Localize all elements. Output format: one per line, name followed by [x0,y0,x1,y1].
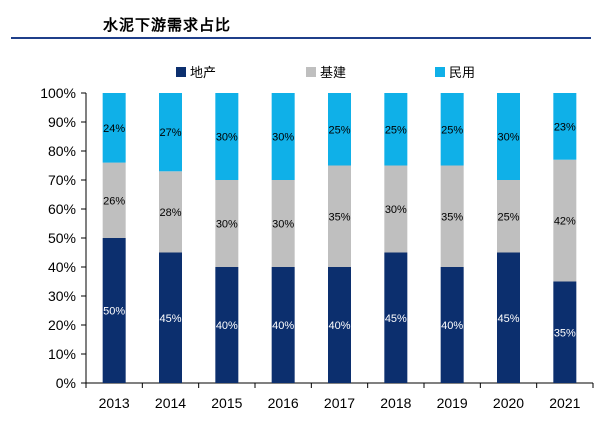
data-label: 30% [497,132,519,144]
bar-segment [497,180,520,253]
y-tick-label: 10% [48,346,76,362]
bar-segment [384,93,408,166]
bar-segment [497,93,520,180]
bar-segment [102,162,126,238]
legend-label-infrastructure: 基建 [320,66,347,81]
legend-item-infrastructure: 基建 [306,62,346,81]
data-label: 50% [103,306,125,318]
data-label: 27% [159,127,181,139]
x-tick-label: 2013 [99,395,130,411]
legend-swatch-civil [435,66,445,77]
data-label: 30% [272,219,294,231]
bar-segment [440,267,464,383]
title-divider [11,37,591,39]
data-label: 45% [497,313,519,325]
legend-item-property: 地产 [176,62,216,81]
data-label: 40% [272,320,294,332]
y-tick-label: 40% [48,259,76,275]
data-label: 24% [103,123,125,135]
bar-segment [215,93,239,180]
x-tick-label: 2019 [437,395,468,411]
data-label: 40% [441,320,463,332]
data-label: 45% [385,313,407,325]
bar-segment [102,93,126,163]
data-label: 25% [328,124,350,136]
page-title: 水泥下游需求占比 [103,16,232,34]
bar-segment [215,267,239,383]
legend-swatch-property [176,66,186,77]
data-label: 28% [159,207,181,219]
x-tick-label: 2015 [211,395,242,411]
data-label: 40% [328,320,350,332]
bar-segment [440,93,464,166]
bar-segment [440,165,464,267]
y-tick-label: 90% [48,114,76,130]
y-tick-label: 80% [48,143,76,159]
x-tick-label: 2014 [155,395,186,411]
legend-label-property: 地产 [190,66,217,81]
bar-segment [553,93,577,160]
bar-segment [159,93,182,172]
data-label: 45% [159,313,181,325]
x-tick-label: 2017 [324,395,355,411]
data-label: 25% [441,124,463,136]
x-tick-label: 2016 [268,395,299,411]
bar-segment [553,159,577,282]
bar-segment [215,180,239,267]
y-tick-label: 0% [56,375,76,391]
bar-segment [271,93,295,180]
data-label: 23% [554,121,576,133]
legend-swatch-infrastructure [306,66,316,77]
data-label: 30% [272,132,294,144]
legend-item-civil: 民用 [435,62,475,81]
bar-segment [102,238,126,383]
bar-segment [159,171,182,253]
y-tick-label: 50% [48,230,76,246]
x-tick-label: 2021 [549,395,580,411]
data-label: 35% [441,211,463,223]
y-tick-label: 100% [40,85,76,101]
bar-segment [159,252,182,383]
bar-segment [328,165,351,267]
bar-segment [328,267,351,383]
bar-segment [271,267,295,383]
data-label: 26% [103,195,125,207]
bar-segment [271,180,295,267]
bar-segment [384,165,408,253]
bar-segment [553,281,577,383]
data-label: 25% [385,124,407,136]
x-tick-label: 2020 [493,395,524,411]
data-label: 42% [554,216,576,228]
data-label: 35% [328,211,350,223]
bar-segment [328,93,351,166]
legend-label-civil: 民用 [449,66,476,81]
y-tick-label: 60% [48,201,76,217]
bar-segment [384,252,408,383]
data-label: 25% [497,211,519,223]
data-label: 30% [216,219,238,231]
chart-legend: 地产 基建 民用 [0,62,602,82]
y-tick-label: 30% [48,288,76,304]
data-label: 40% [216,320,238,332]
data-label: 35% [554,327,576,339]
bar-segment [497,252,520,383]
y-tick-label: 20% [48,317,76,333]
y-tick-label: 70% [48,172,76,188]
x-tick-label: 2018 [380,395,411,411]
data-label: 30% [385,204,407,216]
data-label: 30% [216,132,238,144]
